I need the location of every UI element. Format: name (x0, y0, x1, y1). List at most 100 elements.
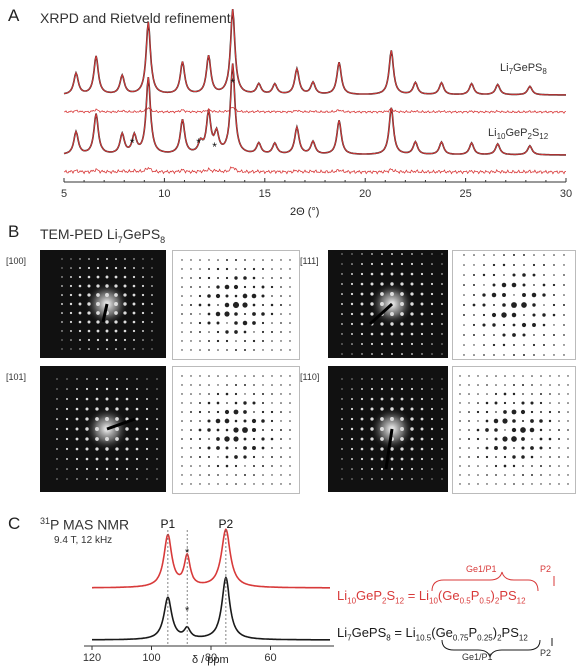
ped-spot (79, 348, 81, 350)
ped-sim-spot (512, 273, 516, 277)
ped-sim-spot (495, 411, 497, 413)
ped-spot (341, 313, 343, 315)
ped-sim-spot (199, 483, 201, 485)
ped-sim-spot (208, 411, 210, 413)
ped-sim-spot (190, 375, 192, 377)
ped-spot (351, 333, 353, 335)
zone-label-101: [101] (6, 372, 27, 382)
ped-sim-spot (548, 419, 552, 423)
ped-spot (114, 266, 118, 270)
ped-spot (156, 398, 158, 400)
ped-spot (341, 478, 343, 480)
ped-sim-spot (280, 322, 282, 324)
ped-sim-spot (533, 284, 535, 286)
ped-spot (441, 448, 443, 450)
ped-sim-spot (262, 349, 264, 351)
ped-sim-spot (280, 393, 282, 395)
ped-sim-spot (217, 384, 219, 386)
ped-sim-spot (502, 323, 506, 327)
ped-spot (351, 468, 353, 470)
ped-sim-spot (523, 344, 525, 346)
ped-sim-spot (549, 402, 551, 404)
ped-sim-spot (520, 409, 526, 415)
ped-sim-spot (199, 268, 201, 270)
ge-label-black: Ge1/P1 (462, 652, 493, 662)
ped-sim-spot (190, 447, 192, 449)
ped-sim-spot (502, 333, 506, 337)
ped-spot (431, 263, 433, 265)
ped-sim-spot (567, 474, 569, 476)
ped-spot (87, 284, 91, 288)
ped-spot (341, 353, 343, 355)
ped-sim-spot (523, 264, 525, 266)
xrpd-observed-top (63, 9, 566, 96)
ped-sim-spot (271, 295, 273, 297)
ped-sim-spot (522, 420, 524, 422)
ped-sim-spot (532, 323, 536, 327)
ped-spot (441, 438, 443, 440)
ped-sim-spot (463, 264, 465, 266)
ped-sim-spot (271, 375, 273, 377)
ped-spot (85, 457, 89, 461)
ped-sim-spot (234, 383, 238, 387)
ped-spot (370, 292, 374, 296)
nmr-xtick-label: 60 (264, 652, 276, 664)
ped-sim-spot (289, 259, 291, 261)
ped-sim-spot (459, 456, 461, 458)
ped-spot (441, 313, 443, 315)
ped-sim-spot (521, 446, 525, 450)
ped-sim-spot (486, 474, 488, 476)
ped-spot (370, 282, 374, 286)
ped-spot (430, 302, 434, 306)
xrpd-xtick-label: 30 (560, 188, 572, 200)
ped-sim-spot (181, 331, 183, 333)
ped-spot (400, 262, 404, 266)
ped-spot (87, 275, 91, 279)
ped-sim-spot (459, 465, 461, 467)
ped-sim-spot (473, 334, 475, 336)
ped-sim-spot (522, 283, 526, 287)
ped-sim-spot (523, 254, 525, 256)
ped-spot (56, 398, 58, 400)
ped-sim-spot (270, 312, 274, 316)
ped-sim-spot (476, 455, 480, 459)
ped-spot (85, 467, 89, 471)
ped-spot (76, 478, 78, 480)
ped-sim-spot (217, 474, 219, 476)
xrpd-xtick-label: 10 (158, 188, 170, 200)
ped-spot (410, 447, 414, 451)
ped-sim-spot (251, 427, 257, 433)
ped-spot (69, 293, 73, 297)
ped-spot (370, 272, 374, 276)
xrpd-difference-bottom (63, 166, 566, 175)
ped-spot (381, 478, 383, 480)
ped-spot (401, 378, 403, 380)
ped-sim-spot (181, 411, 183, 413)
ped-sim-spot (532, 313, 536, 317)
ped-spot (70, 276, 72, 278)
ped-spot (341, 448, 343, 450)
ped-sim-spot (261, 437, 265, 441)
ped-spot (69, 302, 73, 306)
ped-sim-spot (513, 375, 515, 377)
ped-sim-spot (503, 392, 507, 396)
ped-sim-spot (198, 294, 202, 298)
ped-sim-spot (271, 268, 273, 270)
ped-spot (135, 457, 139, 461)
ped-sim-spot (225, 267, 229, 271)
ped-sim-spot (261, 419, 265, 423)
ped-sim-spot (280, 402, 282, 404)
ped-sim-spot (234, 330, 238, 334)
ped-spot (360, 427, 364, 431)
ped-spot (351, 353, 353, 355)
brace-red (431, 571, 539, 592)
ped-spot (400, 387, 404, 391)
ped-sim-spot (208, 340, 210, 342)
ped-sim-spot (253, 411, 255, 413)
ped-sim-spot (289, 304, 291, 306)
ped-sim-spot (473, 254, 475, 256)
ped-sim-spot (553, 254, 555, 256)
ped-sim-spot (198, 276, 202, 280)
panel-c-conditions: 9.4 T, 12 kHz (54, 535, 113, 546)
ped-spot (116, 478, 118, 480)
